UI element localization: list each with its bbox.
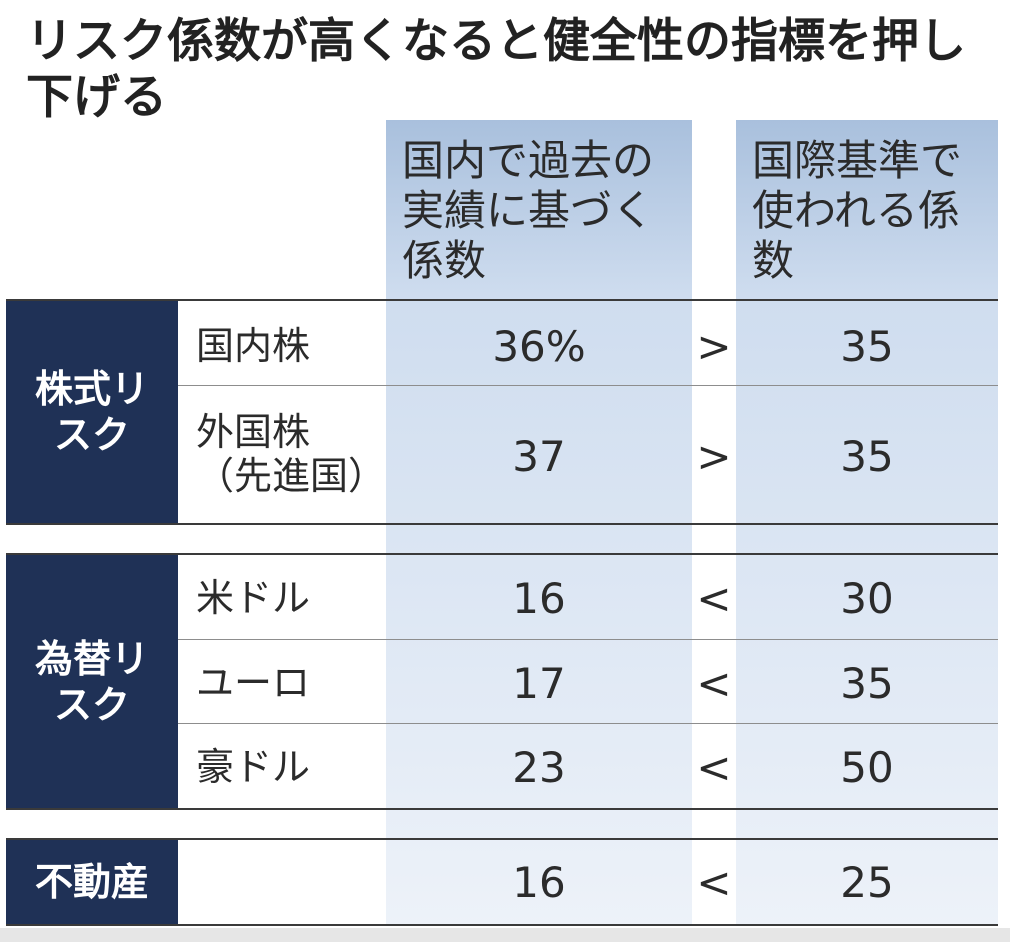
group-label-stock-risk: 株式リスク (6, 301, 178, 523)
column-header-international: 国際基準で使われる係数 (736, 120, 998, 300)
value-domestic: 16 (512, 574, 566, 623)
value-international: 35 (840, 322, 894, 371)
value-international: 50 (840, 743, 894, 792)
table-divider (6, 924, 998, 926)
chart-title: リスク係数が高くなると健全性の指標を押し下げる (26, 14, 966, 125)
row-label-euro: ユーロ (196, 661, 311, 705)
comparison-sign: > (696, 322, 732, 371)
comparison-sign: < (696, 659, 732, 708)
column-header-domestic: 国内で過去の実績に基づく係数 (386, 120, 692, 300)
table-divider (6, 553, 998, 555)
table-divider (6, 523, 998, 525)
column-header-international-label: 国際基準で使われる係数 (752, 136, 963, 285)
group-label-real-estate: 不動産 (6, 840, 178, 924)
value-domestic: 17 (512, 659, 566, 708)
value-domestic: 16 (512, 858, 566, 907)
value-international: 35 (840, 432, 894, 481)
comparison-sign: < (696, 743, 732, 792)
row-divider (178, 723, 998, 724)
column-header-domestic-label: 国内で過去の実績に基づく係数 (402, 136, 655, 285)
value-domestic: 37 (512, 432, 566, 481)
table-divider (6, 299, 998, 301)
comparison-sign: < (696, 574, 732, 623)
row-divider (178, 385, 998, 386)
table-divider (6, 838, 998, 840)
table-divider (6, 808, 998, 810)
row-label-domestic-stocks: 国内株 (196, 324, 311, 368)
column-international-background (736, 300, 998, 926)
row-label-aud: 豪ドル (196, 745, 311, 789)
group-label-fx-risk: 為替リスク (6, 555, 178, 808)
comparison-sign: > (696, 432, 732, 481)
column-domestic-background (386, 300, 692, 926)
value-domestic: 23 (512, 743, 566, 792)
value-international: 30 (840, 574, 894, 623)
bottom-edge (0, 928, 1010, 942)
row-divider (178, 639, 998, 640)
comparison-sign: < (696, 858, 732, 907)
row-label-usd: 米ドル (196, 576, 311, 620)
value-domestic: 36% (492, 322, 586, 371)
row-label-foreign-stocks: 外国株（先進国） (196, 410, 387, 498)
value-international: 25 (840, 858, 894, 907)
value-international: 35 (840, 659, 894, 708)
